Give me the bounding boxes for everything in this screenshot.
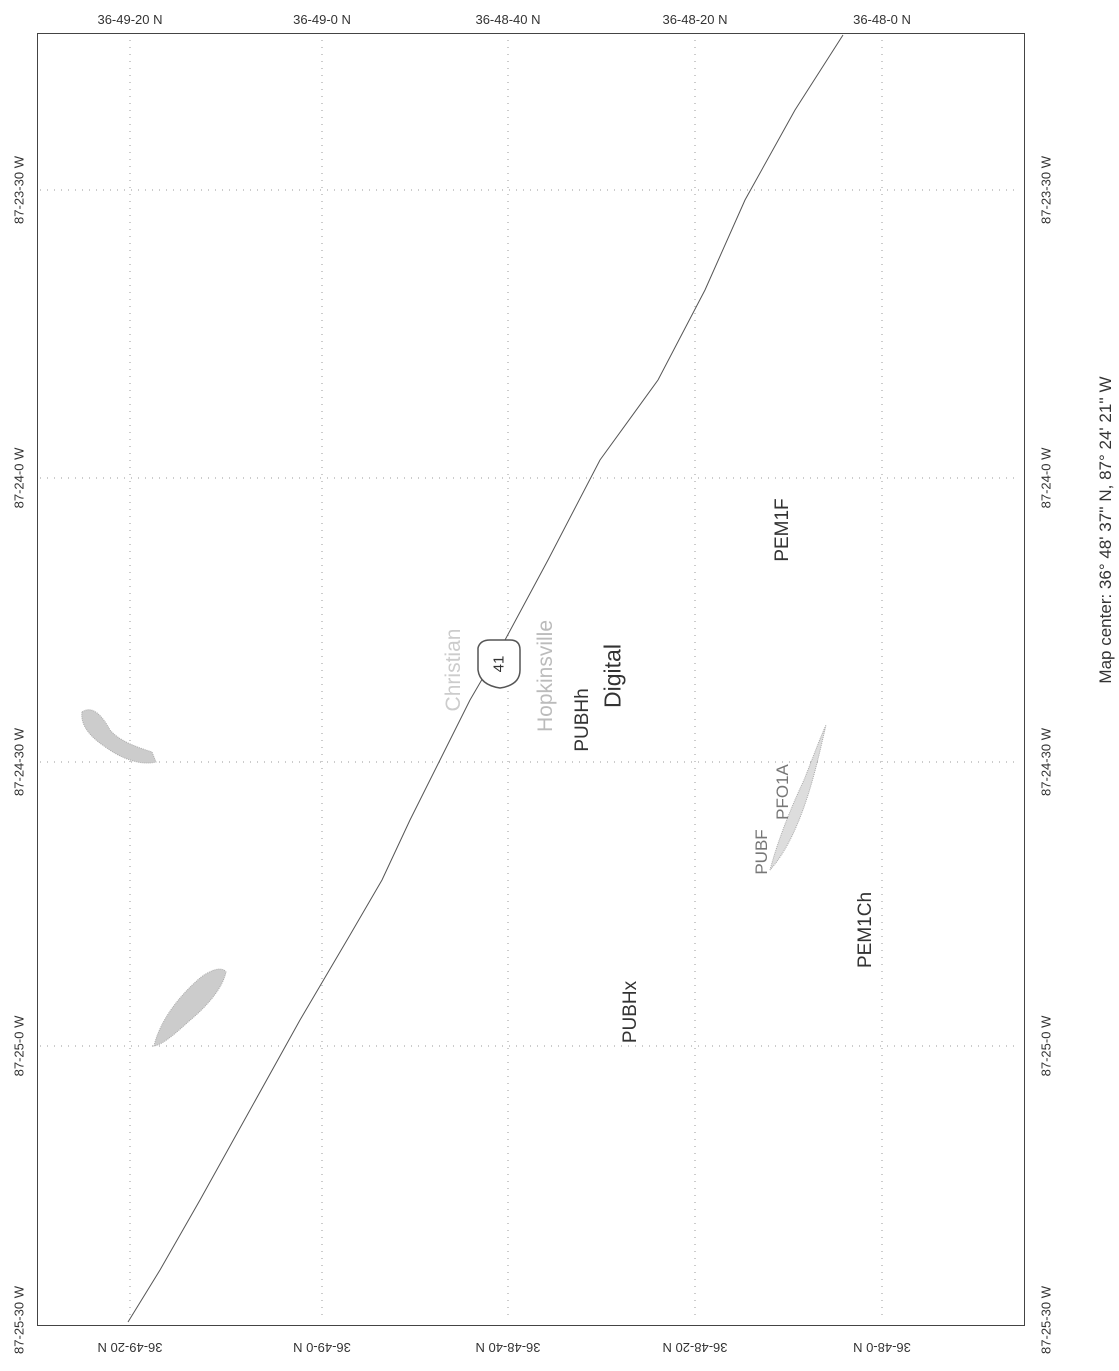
highway-41-line	[127, 34, 844, 1323]
digital-label: Digital	[599, 644, 626, 708]
lat-label-top: 36-49-0 N	[293, 12, 351, 27]
wetland-label-pubhx: PUBHx	[620, 980, 641, 1044]
wetland-polygon	[769, 724, 827, 871]
wetland-label-pubhh: PUBHh	[572, 688, 593, 752]
wetland-polygon	[153, 968, 227, 1047]
wetland-label-pubf: PUBF	[752, 829, 771, 875]
lat-label-top: 36-49-20 N	[97, 12, 163, 27]
county-label-christian: Christian	[442, 628, 465, 712]
map-center-text: Map center: 36° 48' 37'' N, 87° 24' 21''…	[1096, 376, 1115, 684]
lat-label-top: 36-48-20 N	[662, 12, 728, 27]
wetland-polygon	[81, 709, 157, 764]
route-41-shield-icon	[477, 639, 521, 689]
graticule	[40, 40, 1020, 1320]
lat-label-top: 36-48-40 N	[475, 12, 541, 27]
lat-label-top: 36-48-0 N	[853, 12, 911, 27]
route-shield-number: 41	[490, 655, 508, 673]
wetland-label-pem1ch: PEM1Ch	[855, 891, 876, 969]
wetland-label-pfo1a: PFO1A	[773, 764, 792, 820]
map-frame[interactable]	[37, 33, 1025, 1326]
city-label-hopkinsville: Hopkinsville	[534, 619, 557, 733]
wetland-label-pem1f: PEM1F	[772, 498, 793, 562]
